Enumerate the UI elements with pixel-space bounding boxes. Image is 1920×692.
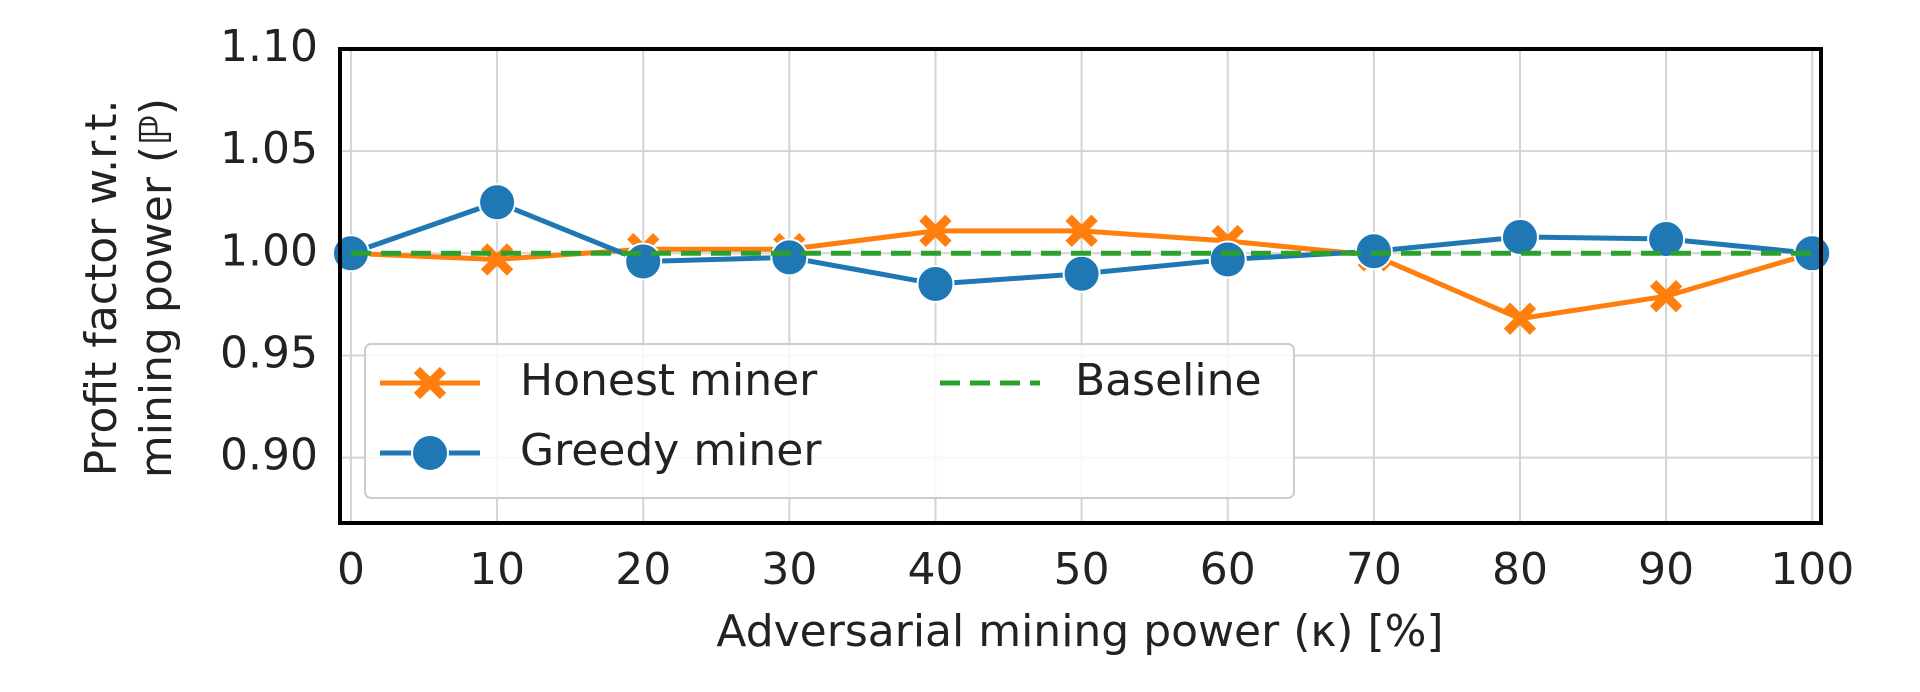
y-axis-label: mining power (ℙ) xyxy=(131,98,182,478)
legend-label: Greedy miner xyxy=(520,425,822,476)
marker xyxy=(1647,220,1686,259)
legend-label: Honest miner xyxy=(520,355,818,406)
x-tick-label: 90 xyxy=(1638,544,1694,595)
x-tick-label: 100 xyxy=(1770,544,1854,595)
marker xyxy=(1503,302,1537,335)
marker xyxy=(916,264,955,303)
x-tick-label: 50 xyxy=(1054,544,1110,595)
legend-box xyxy=(364,343,1295,499)
legend-label: Baseline xyxy=(1075,355,1262,406)
y-tick-label: 1.05 xyxy=(220,123,318,174)
x-tick-label: 40 xyxy=(907,544,963,595)
x-tick-label: 10 xyxy=(469,544,525,595)
plot-frame xyxy=(338,47,1823,525)
y-tick-label: 1.10 xyxy=(220,21,318,72)
marker xyxy=(1649,280,1683,313)
x-tick-label: 30 xyxy=(761,544,817,595)
y-tick-label: 1.00 xyxy=(220,225,318,276)
x-tick-label: 20 xyxy=(615,544,671,595)
marker xyxy=(1065,214,1098,248)
x-tick-label: 0 xyxy=(337,544,365,595)
marker xyxy=(770,238,809,277)
y-tick-label: 0.90 xyxy=(220,430,318,481)
marker xyxy=(1062,254,1101,293)
marker xyxy=(1500,217,1539,256)
legend-marker xyxy=(411,434,449,472)
marker xyxy=(478,183,517,222)
y-tick-label: 0.95 xyxy=(220,327,318,378)
x-axis-label: Adversarial mining power (κ) [%] xyxy=(716,606,1443,657)
legend: Honest miner Greedy miner Baseline xyxy=(364,343,1295,499)
marker xyxy=(480,243,514,276)
legend-marker xyxy=(413,366,447,400)
marker xyxy=(1208,240,1247,279)
marker xyxy=(624,242,663,281)
x-tick-label: 60 xyxy=(1200,544,1256,595)
x-tick-label: 70 xyxy=(1346,544,1402,595)
y-axis-label: Profit factor w.r.t. xyxy=(76,100,127,477)
marker xyxy=(919,214,952,248)
x-tick-label: 80 xyxy=(1492,544,1548,595)
